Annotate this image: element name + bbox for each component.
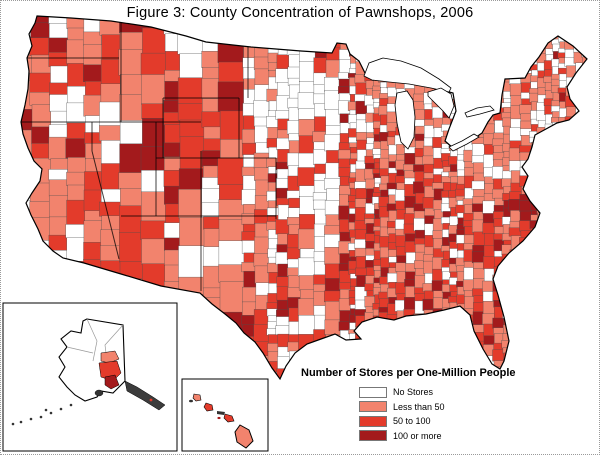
legend-label-no-stores: No Stores (393, 387, 434, 398)
lanai (217, 416, 221, 420)
lake-erie (448, 133, 480, 152)
maui (223, 413, 235, 423)
legend-item-less-than-50: Less than 50 (359, 400, 591, 415)
alaska-county-less-50 (100, 350, 120, 364)
map-legend: Number of Stores per One-Million People … (301, 367, 591, 443)
kauai (192, 393, 202, 402)
legend-swatch-50-to-100 (359, 415, 387, 427)
legend-swatch-less-than-50 (359, 401, 387, 413)
lake-superior (363, 57, 452, 93)
legend-label-50-to-100: 50 to 100 (393, 416, 431, 427)
hawaii-inset (181, 378, 269, 452)
legend-rows: No Stores Less than 50 50 to 100 100 or … (359, 385, 591, 443)
legend-swatch-no-stores (359, 386, 387, 398)
legend-item-no-stores: No Stores (359, 385, 591, 400)
alaska-county-100-plus (104, 374, 120, 390)
legend-title: Number of Stores per One-Million People (301, 367, 516, 379)
state-borders (21, 23, 277, 291)
hawaii-big-island (234, 424, 254, 449)
us-outline (20, 15, 588, 381)
legend-item-50-to-100: 50 to 100 (359, 414, 591, 429)
lake-michigan (394, 90, 416, 150)
legend-label-less-than-50: Less than 50 (393, 401, 445, 412)
legend-item-100-or-more: 100 or more (359, 429, 591, 444)
lake-huron (427, 87, 455, 119)
oahu (203, 402, 214, 412)
niihau (189, 399, 193, 403)
kodiak-island (94, 389, 104, 397)
alaska-inset (2, 302, 178, 452)
great-lakes (363, 57, 495, 152)
alaska-panhandle (124, 380, 166, 411)
legend-label-100-or-more: 100 or more (393, 430, 442, 441)
figure-title: Figure 3: County Concentration of Pawnsh… (126, 5, 474, 21)
molokai (217, 411, 225, 415)
lake-ontario (464, 105, 495, 118)
legend-swatch-100-or-more (359, 430, 387, 442)
